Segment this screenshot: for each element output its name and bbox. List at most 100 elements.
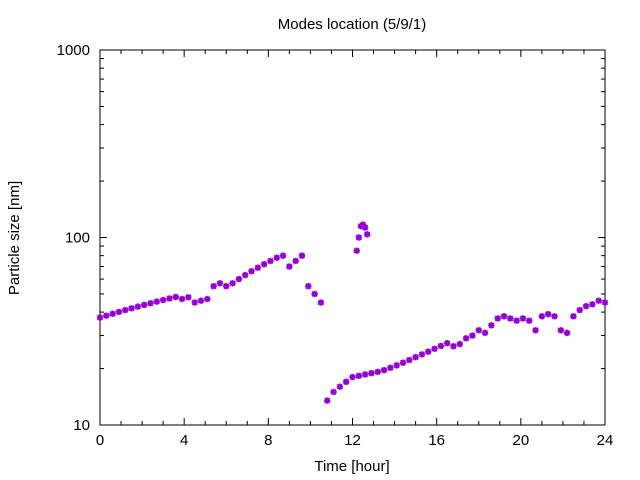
y-tick-label: 1000 <box>57 42 90 59</box>
data-point <box>235 275 243 283</box>
data-point <box>475 327 482 334</box>
x-tick-label: 4 <box>180 432 188 449</box>
data-point <box>513 317 520 324</box>
data-point <box>526 317 533 324</box>
data-point <box>500 313 508 320</box>
data-point <box>172 293 179 301</box>
data-point <box>229 280 236 287</box>
data-point <box>595 297 602 304</box>
data-point <box>197 297 205 304</box>
data-point <box>359 221 367 228</box>
data-point <box>248 268 255 275</box>
data-point <box>128 305 135 312</box>
data-point <box>488 322 495 329</box>
data-point <box>519 315 527 322</box>
data-point <box>551 313 558 320</box>
data-point <box>557 327 565 334</box>
data-point <box>412 353 419 361</box>
data-point <box>122 306 129 314</box>
data-point <box>355 372 363 379</box>
data-point <box>336 383 344 390</box>
y-tick-label: 100 <box>65 230 90 247</box>
data-point <box>273 254 280 261</box>
data-point <box>361 371 369 378</box>
plot-frame <box>99 49 606 426</box>
data-point <box>456 340 464 348</box>
data-point <box>507 315 514 322</box>
data-point <box>166 295 173 302</box>
data-point <box>589 301 596 308</box>
data-point <box>563 329 571 337</box>
x-tick-label: 24 <box>597 432 614 449</box>
data-point <box>425 348 432 355</box>
data-point <box>267 257 274 265</box>
data-point <box>223 282 230 290</box>
data-point <box>576 306 583 314</box>
data-point <box>115 308 123 316</box>
x-tick-label: 0 <box>96 432 104 449</box>
data-point <box>324 397 331 404</box>
data-point <box>406 356 413 364</box>
data-point <box>254 264 262 271</box>
data-point <box>364 231 371 238</box>
data-point <box>286 263 293 270</box>
data-point <box>342 378 350 385</box>
x-tick-label: 12 <box>344 432 361 449</box>
data-point <box>330 388 337 396</box>
data-point <box>279 252 287 259</box>
data-point <box>601 299 609 306</box>
data-point <box>216 280 224 287</box>
data-point <box>96 314 104 321</box>
data-point <box>317 299 325 306</box>
data-points <box>96 221 609 404</box>
data-point <box>393 362 400 369</box>
data-point <box>418 351 426 358</box>
data-point <box>462 335 470 342</box>
data-point <box>311 290 318 298</box>
data-point <box>544 310 552 318</box>
y-tick-label: 10 <box>73 417 90 434</box>
data-point <box>437 342 445 350</box>
data-point <box>380 367 388 374</box>
data-point <box>109 310 116 317</box>
x-axis: 0 4 8 12 16 20 24 <box>96 50 614 449</box>
data-point <box>191 299 198 306</box>
data-point <box>494 315 501 322</box>
data-point <box>204 295 211 303</box>
data-point <box>140 301 148 309</box>
data-point <box>374 368 381 376</box>
data-point <box>305 282 312 290</box>
data-point <box>450 343 457 350</box>
data-point <box>103 312 110 319</box>
data-point <box>469 332 476 339</box>
data-point <box>582 303 590 310</box>
data-point <box>355 234 363 241</box>
data-point <box>538 313 546 320</box>
data-point <box>134 303 142 310</box>
data-point <box>443 340 451 347</box>
data-point <box>361 224 369 231</box>
data-point <box>399 359 407 366</box>
data-point <box>260 261 268 268</box>
data-point <box>292 257 299 265</box>
data-point <box>241 271 249 279</box>
x-axis-label: Time [hour] <box>314 458 389 475</box>
data-point <box>431 345 438 352</box>
y-axis-label: Particle size [nm] <box>6 181 23 295</box>
data-point <box>353 247 360 254</box>
data-point <box>349 373 356 381</box>
data-point <box>570 313 577 320</box>
data-point <box>178 295 186 303</box>
data-point <box>368 369 375 377</box>
data-point <box>210 282 217 290</box>
data-point <box>387 364 394 371</box>
y-axis: 10 100 1000 <box>57 42 605 434</box>
x-tick-label: 8 <box>264 432 272 449</box>
chart-title: Modes location (5/9/1) <box>278 16 426 33</box>
data-point <box>185 294 192 301</box>
data-point <box>153 298 161 305</box>
x-tick-label: 20 <box>512 432 529 449</box>
x-tick-label: 16 <box>428 432 445 449</box>
data-point <box>159 296 167 304</box>
